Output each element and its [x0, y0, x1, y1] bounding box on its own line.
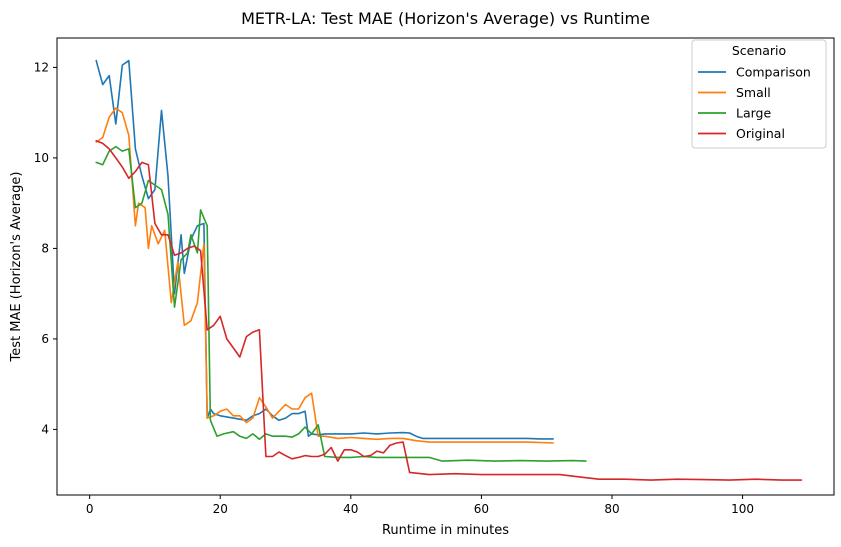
legend-label-large: Large — [736, 106, 771, 121]
x-axis-title: Runtime in minutes — [382, 523, 509, 538]
x-tick-label: 100 — [731, 502, 754, 516]
y-tick-label: 10 — [34, 151, 49, 165]
y-tick-label: 4 — [41, 422, 49, 436]
x-tick-label: 0 — [86, 502, 94, 516]
series-line-small — [95, 107, 555, 444]
x-tick-label: 80 — [604, 502, 619, 516]
chart-title: METR-LA: Test MAE (Horizon's Average) vs… — [241, 9, 650, 28]
legend-title: Scenario — [732, 43, 786, 58]
y-tick-label: 6 — [41, 332, 49, 346]
legend: Scenario Comparison Small Large Original — [691, 39, 827, 149]
series-line-comparison — [95, 59, 555, 440]
legend-box — [691, 39, 827, 149]
plot-border — [56, 37, 835, 496]
x-tick-label: 40 — [343, 502, 358, 516]
series-lines — [95, 59, 803, 481]
y-tick-label: 12 — [34, 60, 49, 74]
legend-items: Comparison Small Large Original — [698, 65, 811, 141]
series-line-large — [95, 145, 587, 462]
series-line-original — [95, 139, 803, 481]
x-axis: 0 20 40 60 80 100 — [86, 495, 754, 516]
legend-label-small: Small — [736, 85, 771, 100]
y-tick-label: 8 — [41, 241, 49, 255]
x-tick-label: 60 — [474, 502, 489, 516]
legend-label-original: Original — [736, 126, 785, 141]
y-axis-title: Test MAE (Horizon's Average) — [9, 172, 24, 363]
plot-area — [56, 37, 835, 496]
legend-label-comparison: Comparison — [736, 65, 811, 80]
x-tick-label: 20 — [213, 502, 228, 516]
y-axis: 4 6 8 10 12 — [34, 60, 57, 436]
